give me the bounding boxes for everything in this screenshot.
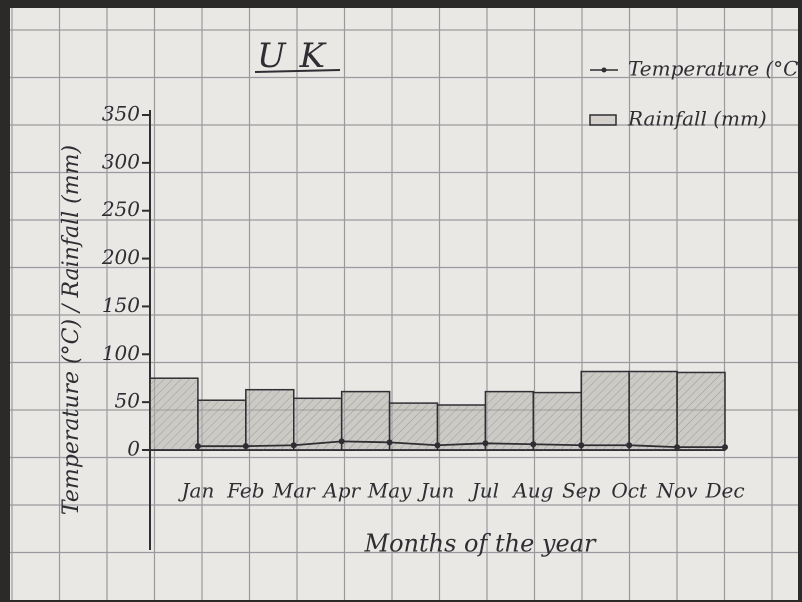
x-tick-label: Dec [704, 479, 744, 503]
bar-group [484, 390, 535, 451]
bar-hatch [485, 391, 534, 450]
y-tick-label: 350 [102, 102, 140, 126]
temperature-point [674, 444, 681, 451]
legend-label: Rainfall (mm) [627, 107, 767, 131]
bar-hatch [341, 391, 390, 450]
x-tick-label: Mar [272, 479, 316, 503]
chart-title: UK [257, 36, 339, 76]
paper [10, 8, 798, 600]
legend-swatch [589, 114, 617, 126]
bar-group [340, 390, 391, 451]
y-tick-label: 250 [101, 197, 140, 221]
bar-hatch [581, 371, 630, 450]
bar-hatch [150, 378, 198, 450]
x-tick-label: Sep [562, 479, 601, 503]
bar-group [580, 370, 630, 451]
x-tick-label: May [367, 479, 412, 503]
bar-group [436, 404, 487, 451]
bar-group [149, 377, 199, 451]
title-underline [254, 69, 341, 73]
x-tick-label: Jun [417, 479, 455, 503]
bar-hatch [437, 405, 486, 450]
x-tick-label: Feb [226, 479, 264, 503]
x-tick-label: Aug [511, 479, 553, 503]
legend-label: Temperature (°C) [628, 57, 802, 81]
bar-group [245, 388, 295, 451]
bar-hatch [629, 371, 678, 450]
bar-hatch [533, 392, 582, 450]
x-axis-title: Months of the year [364, 530, 597, 558]
temperature-point [290, 442, 297, 449]
temperature-point [338, 438, 345, 445]
x-tick-label: Apr [321, 479, 361, 503]
temperature-point [434, 442, 441, 449]
y-tick-label: 100 [102, 341, 140, 365]
temperature-point [578, 442, 585, 449]
bar-hatch [245, 389, 294, 450]
y-tick-label: 50 [115, 389, 141, 413]
temperature-point [242, 443, 249, 450]
x-tick-label: Oct [611, 479, 648, 503]
temperature-point [530, 441, 537, 448]
bar-group [197, 399, 247, 451]
y-tick-label: 300 [102, 149, 140, 173]
y-tick-label: 150 [102, 293, 140, 317]
temperature-point [386, 439, 393, 446]
x-tick-label: Jul [468, 479, 499, 503]
legend-point [601, 67, 607, 73]
bar-group [628, 370, 678, 451]
y-tick-label: 0 [127, 437, 140, 461]
bar-group [676, 371, 726, 451]
temperature-point [722, 444, 728, 451]
temperature-line [197, 440, 725, 449]
y-axis-title: Temperature (°C) / Rainfall (mm) [59, 145, 84, 515]
temperature-point [194, 443, 201, 450]
x-tick-label: Jan [178, 479, 215, 503]
y-tick-label: 200 [101, 245, 140, 269]
temperature-point [482, 440, 489, 447]
bar-hatch [197, 400, 246, 450]
temperature-point [626, 442, 633, 449]
bar-hatch [677, 372, 725, 450]
bar-group [532, 391, 582, 451]
x-tick-label: Nov [656, 479, 699, 503]
